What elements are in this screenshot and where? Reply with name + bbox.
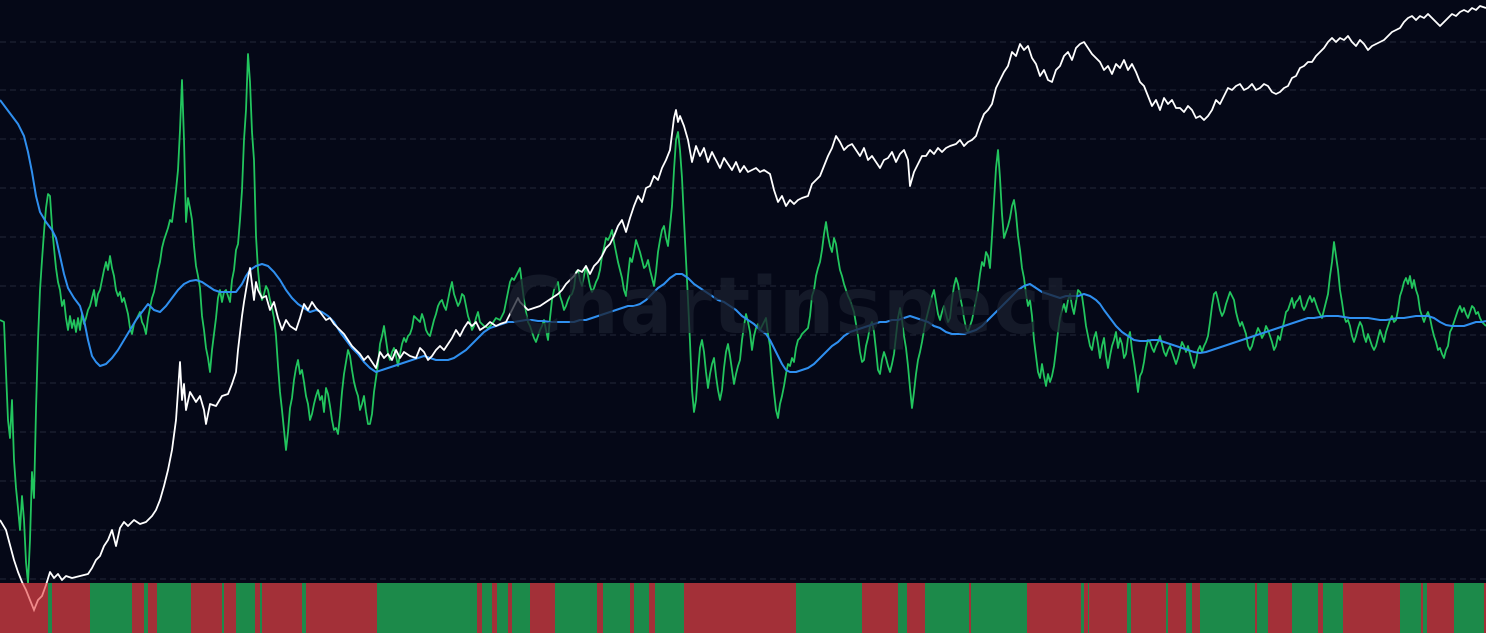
moving_average-line [0,99,1486,373]
band-segment-red [132,583,144,633]
band-segment-red [492,583,497,633]
band-segment-green [655,583,684,633]
oscillator-line [0,53,1486,583]
band-segment-red [1421,583,1423,633]
band-segment-green [144,583,148,633]
band-segment-red [969,583,971,633]
band-segment-red [148,583,157,633]
band-segment-red [1427,583,1454,633]
band-segment-red [1168,583,1186,633]
band-segment-green [48,583,52,633]
band-segment-green [603,583,630,633]
band-segment-red [630,583,634,633]
band-segment-green [1088,583,1089,633]
band-segment-red [530,583,555,633]
band-segment-red [597,583,603,633]
band-segment-green [1323,583,1343,633]
band-segment-green [898,583,907,633]
band-segment-green [925,583,969,633]
band-segment-red [1089,583,1127,633]
series-group [0,5,1486,613]
band-segment-red [191,583,222,633]
band-segment-red [1318,583,1323,633]
band-segment-red [224,583,236,633]
band-segment-green [1186,583,1192,633]
band-segment-green [634,583,649,633]
band-segment-green [555,583,597,633]
band-segment-red [1268,583,1292,633]
band-segment-red [1192,583,1200,633]
price-line [0,5,1486,583]
band-segment-red [1131,583,1166,633]
band-segment-red [52,583,90,633]
band-segment-green [1454,583,1484,633]
band-segment-green [377,583,477,633]
band-segment-red [477,583,482,633]
band-segment-red [1027,583,1081,633]
band-segment-red [306,583,377,633]
band-segment-green [1257,583,1268,633]
band-segment-green [497,583,508,633]
band-segment-green [796,583,862,633]
band-segment-red [1343,583,1400,633]
band-segment-red [862,583,898,633]
band-segment-green [260,583,262,633]
band-segment-red [684,583,796,633]
band-segment-red [1484,583,1486,633]
band-segment-red [907,583,925,633]
band-segment-green [1200,583,1255,633]
band-segment-red [0,583,48,633]
band-segment-green [1081,583,1084,633]
band-segment-green [1400,583,1421,633]
band-segment-green [222,583,224,633]
band-segment-green [1292,583,1318,633]
band-segment-green [90,583,132,633]
band-segment-green [512,583,530,633]
band-segment-green [482,583,492,633]
band-segment-red [1084,583,1088,633]
band-segment-green [1423,583,1427,633]
band-segment-green [971,583,1027,633]
band-segment-red [649,583,655,633]
band-segment-green [157,583,191,633]
band-segment-green [1127,583,1131,633]
signal-band [0,583,1486,633]
band-segment-green [1166,583,1168,633]
band-segment-red [262,583,302,633]
band-segment-green [236,583,255,633]
band-segment-green [302,583,306,633]
band-segment-red [255,583,260,633]
band-segment-red [1255,583,1257,633]
band-segment-red [508,583,512,633]
